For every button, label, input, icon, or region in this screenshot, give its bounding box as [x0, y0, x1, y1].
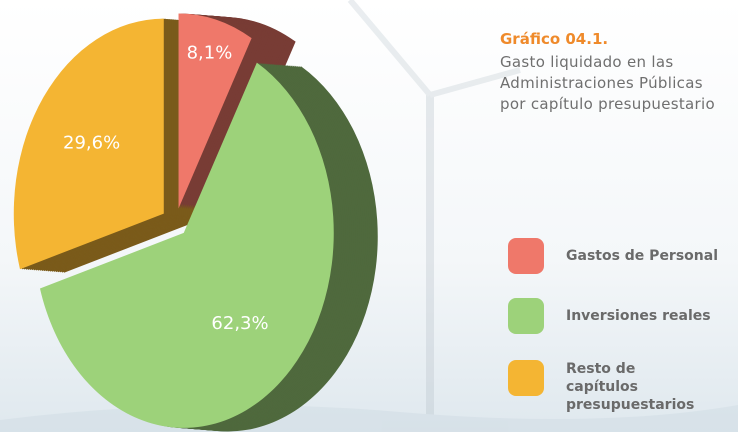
chart-title: Gráfico 04.1. [500, 30, 608, 48]
legend-label: Inversiones reales [566, 307, 736, 325]
legend-swatch [508, 238, 544, 274]
data-label: 8,1% [187, 43, 233, 64]
legend-label: Resto de capítulos presupuestarios [566, 360, 706, 414]
page: 8,1% 62,3% 29,6% Gráfico 04.1. Gasto liqui… [0, 0, 738, 432]
data-label: 62,3% [211, 313, 268, 334]
legend-swatch [508, 298, 544, 334]
data-label: 29,6% [63, 133, 120, 154]
legend-label: Gastos de Personal [566, 247, 736, 265]
legend-swatch [508, 360, 544, 396]
chart-subtitle: Gasto liquidado en las Administraciones … [500, 52, 715, 115]
